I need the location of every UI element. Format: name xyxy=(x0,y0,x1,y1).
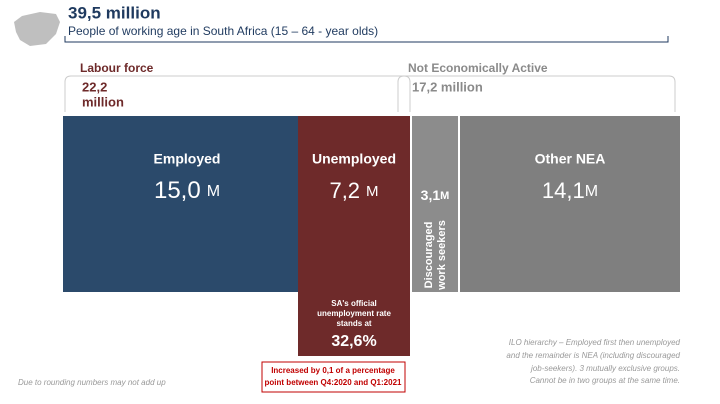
discouraged-label: Discouraged work seekers xyxy=(423,220,448,291)
employed-block xyxy=(63,116,298,292)
nea-bracket xyxy=(397,75,676,112)
labour-force-label: Labour force xyxy=(80,61,154,75)
other-nea-block xyxy=(460,116,680,292)
block-value: 7,2 M xyxy=(329,178,378,203)
rate-note: unemployment rate xyxy=(317,309,391,318)
footnote: Due to rounding numbers may not add up xyxy=(18,378,166,387)
rate-note: SA's official xyxy=(331,299,376,308)
ilo-note: Cannot be in two groups at the same time… xyxy=(530,376,680,385)
value: 14,1 xyxy=(542,178,585,203)
labour-force-value: 22,2 xyxy=(82,79,107,94)
total-bracket xyxy=(64,36,669,43)
map-icon xyxy=(14,12,60,46)
change-box xyxy=(261,361,406,393)
rate-note: stands at xyxy=(336,319,371,328)
rate-value: 32,6% xyxy=(331,333,376,350)
labour-force-value: million xyxy=(82,94,124,109)
discouraged-block xyxy=(412,116,458,292)
block-label: work seekers xyxy=(436,220,448,291)
ilo-note: ILO hierarchy – Employed first then unem… xyxy=(509,338,681,347)
subtitle: People of working age in South Africa (1… xyxy=(68,24,378,38)
ilo-note: and the remainder is NEA (including disc… xyxy=(506,351,680,360)
block-label: Discouraged xyxy=(423,222,435,289)
value: 15,0 xyxy=(154,177,201,204)
unit: M xyxy=(585,183,598,200)
labour-bracket xyxy=(64,75,411,112)
block-value: 15,0 M xyxy=(154,177,220,204)
block-label: Other NEA xyxy=(535,151,606,167)
title: 39,5 million xyxy=(68,3,161,22)
unit: M xyxy=(440,190,449,202)
value: 7,2 xyxy=(329,178,360,203)
unemployed-block xyxy=(298,116,410,356)
change-note: Increased by 0,1 of a percentage xyxy=(271,366,395,375)
nea-value: 17,2 million xyxy=(412,79,483,94)
value: 3,1 xyxy=(421,187,441,203)
change-note: point between Q4:2020 and Q1:2021 xyxy=(265,378,402,387)
unit: M xyxy=(207,183,220,200)
unit: M xyxy=(366,183,379,200)
block-value: 14,1M xyxy=(542,178,598,203)
block-value: 3,1M xyxy=(421,187,450,203)
block-label: Unemployed xyxy=(312,151,396,167)
nea-label: Not Economically Active xyxy=(408,61,548,75)
ilo-note: job-seekers). 3 mutually exclusive group… xyxy=(530,364,680,373)
block-label: Employed xyxy=(154,151,221,167)
